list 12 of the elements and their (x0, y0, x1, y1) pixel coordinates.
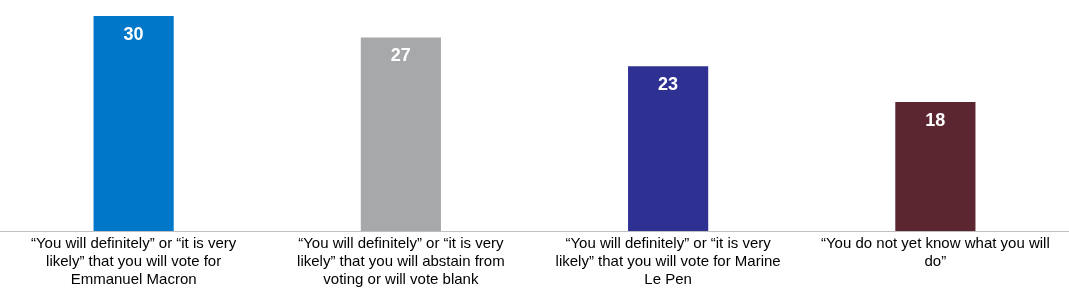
x-tick-label: “You will definitely” or “it is very likely” that you will vote for Emmanuel Macron (30, 234, 237, 288)
x-tick-label: “You will definitely” or “it is very likely” that you will abstain from voting or will vote blank (297, 234, 505, 288)
bar (360, 37, 441, 231)
x-tick-label: “You will definitely” or “it is very likely” that you will vote for Marine Le Pen (555, 234, 781, 288)
bar (93, 16, 174, 231)
bar (895, 102, 976, 231)
data-label: 18 (925, 109, 946, 130)
data-label: 27 (390, 45, 411, 66)
data-label: 30 (123, 23, 144, 44)
x-tick-label: “You do not yet know what you will do” (821, 234, 1050, 270)
data-label: 23 (658, 74, 679, 95)
bar (628, 66, 709, 231)
